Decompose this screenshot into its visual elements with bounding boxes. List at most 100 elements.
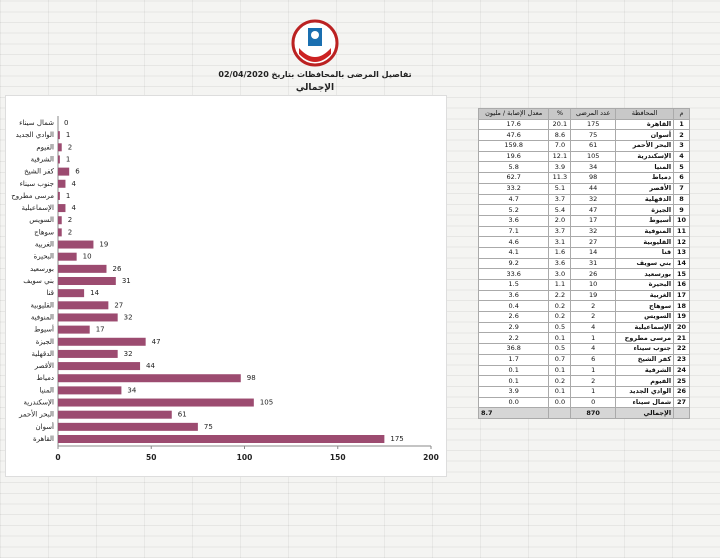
y-tick-label: كفر الشيخ [24, 168, 55, 176]
table-cell: البحيرة [614, 279, 675, 291]
y-tick-label: أسيوط [34, 325, 54, 334]
table-cell: 3.9 [548, 161, 572, 174]
table-cell: 26 [570, 268, 616, 280]
table-cell: 98 [570, 172, 616, 184]
table-cell: 2.0 [548, 214, 572, 227]
table-cell: 0.1 [548, 364, 572, 377]
table-cell: 32 [570, 193, 616, 206]
table-row: 7 الأقصر 44 5.1 33.2 [477, 182, 690, 195]
report-header: تفاصيل المرضى بالمحافظات بتاريخ 02/04/20… [180, 18, 450, 98]
value-label: 0 [64, 119, 68, 127]
table-cell: 20.1 [548, 118, 572, 131]
table-row: 21 مرسى مطروح 1 0.1 2.2 [477, 332, 690, 345]
bar [58, 362, 141, 371]
table-cell: 16 [673, 279, 690, 291]
table-cell: 10 [673, 214, 690, 227]
y-tick-label: سوهاج [34, 228, 54, 236]
table-cell: كفر الشيخ [614, 353, 675, 366]
table-cell: 4.1 [477, 246, 550, 259]
bar [58, 191, 60, 200]
table-cell: جنوب سيناء [614, 343, 675, 355]
table-cell: البحر الأحمر [614, 140, 675, 152]
value-label: 44 [146, 362, 155, 370]
table-cell: أسوان [614, 129, 675, 142]
table-cell: الأقصر [614, 182, 675, 195]
y-tick-label: بورسعيد [30, 265, 54, 273]
table-cell: 1 [673, 118, 690, 131]
value-label: 34 [127, 386, 136, 394]
y-tick-label: جنوب سيناء [20, 180, 54, 188]
table-cell: دمياط [614, 172, 675, 184]
table-cell: 0.7 [548, 353, 572, 366]
table-cell: 175 [570, 118, 616, 131]
table-cell: 47 [570, 204, 616, 216]
table-cell: 1 [570, 332, 616, 345]
table-cell: 2.2 [548, 289, 572, 302]
table-cell: 3.6 [548, 257, 572, 270]
table-cell: 3.1 [548, 236, 572, 248]
total-rate: 8.7 [477, 407, 550, 419]
table-cell: 2.9 [477, 321, 550, 334]
bar [58, 179, 66, 188]
table-cell: 33.6 [477, 268, 550, 280]
bar [58, 289, 85, 298]
table-cell: 0.2 [548, 300, 572, 313]
table-row: 26 الوادي الجديد 1 0.1 3.9 [477, 385, 690, 398]
table-cell: سوهاج [614, 300, 675, 313]
table-cell [548, 407, 572, 419]
table-cell: 75 [570, 129, 616, 142]
value-label: 10 [83, 253, 92, 261]
bar [58, 435, 385, 443]
table-cell: 1.7 [477, 353, 550, 366]
y-tick-label: القاهرة [33, 435, 54, 443]
table-cell: 31 [570, 257, 616, 270]
table-row: 16 البحيرة 10 1.1 1.5 [477, 279, 690, 291]
table-cell: 18 [673, 300, 690, 313]
y-tick-label: أسوان [35, 422, 54, 431]
table-cell: 21 [673, 332, 690, 345]
value-label: 2 [68, 143, 72, 151]
table-cell: 2 [570, 311, 616, 323]
value-label: 32 [124, 350, 133, 358]
table-row: 15 بورسعيد 26 3.0 33.6 [477, 268, 690, 280]
y-tick-label: المنوفية [31, 313, 54, 321]
table-cell: 12.1 [548, 150, 572, 163]
table-cell: 2 [570, 300, 616, 313]
x-tick-label: 50 [146, 453, 156, 462]
table-row: 6 دمياط 98 11.3 62.7 [477, 172, 690, 184]
table-cell: 0.5 [548, 321, 572, 334]
table-cell: 0.2 [548, 311, 572, 323]
bar [58, 398, 254, 407]
table-cell: 19.6 [477, 150, 550, 163]
table-cell: 1.6 [548, 246, 572, 259]
table-cell: 12 [673, 236, 690, 248]
table-cell: 2 [570, 375, 616, 387]
bar [58, 349, 118, 358]
value-label: 6 [75, 168, 80, 176]
table-cell: 1 [570, 385, 616, 398]
value-label: 1 [66, 131, 70, 139]
column-header: معدل الإصابة / مليون [477, 108, 550, 120]
table-cell: 33.2 [477, 182, 550, 195]
table-row: 20 الإسماعيلية 4 0.5 2.9 [477, 321, 690, 334]
table-cell: 61 [570, 140, 616, 152]
y-tick-label: الشرقية [31, 155, 54, 163]
table-cell: 0.1 [548, 332, 572, 345]
total-label: الإجمالي [614, 407, 675, 419]
bar [58, 252, 77, 261]
table-cell: 0.1 [477, 375, 550, 387]
table-row: 22 جنوب سيناء 4 0.5 36.8 [477, 343, 690, 355]
table-row: 3 البحر الأحمر 61 7.0 159.8 [477, 140, 690, 152]
table-cell: 22 [673, 343, 690, 355]
table-cell: 3.6 [477, 289, 550, 302]
value-label: 98 [247, 374, 256, 382]
table-cell: 36.8 [477, 343, 550, 355]
column-header: % [548, 108, 572, 120]
table-cell: 7.0 [548, 140, 572, 152]
total-count: 870 [570, 407, 616, 419]
table-cell: المنوفية [614, 225, 675, 238]
table-cell: 4.6 [477, 236, 550, 248]
value-label: 4 [71, 180, 76, 188]
bar [58, 374, 241, 383]
